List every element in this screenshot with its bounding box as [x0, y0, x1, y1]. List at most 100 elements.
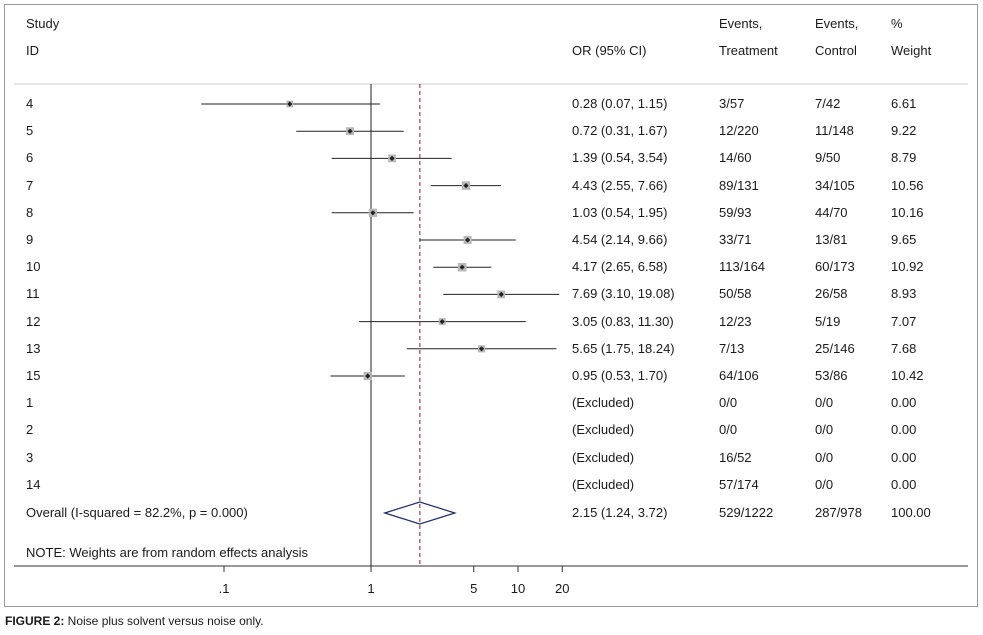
- caption-label: FIGURE 2:: [5, 614, 65, 628]
- row-events-treatment: 12/23: [719, 313, 752, 329]
- row-study-id: 10: [26, 259, 41, 275]
- row-events-treatment: 16/52: [719, 449, 752, 465]
- figure-frame: [4, 4, 978, 607]
- row-or-ci: 7.69 (3.10, 19.08): [572, 286, 675, 302]
- x-tick-label: .1: [219, 581, 230, 596]
- row-events-treatment: 0/0: [719, 422, 738, 438]
- row-weight: 8.93: [891, 286, 917, 302]
- row-or-ci: 0.95 (0.53, 1.70): [572, 368, 668, 383]
- x-tick-label: 10: [511, 581, 525, 596]
- caption-text: Noise plus solvent versus noise only.: [64, 614, 264, 628]
- row-or-ci: 3.05 (0.83, 11.30): [572, 313, 674, 329]
- row-study-id: 4: [26, 96, 34, 111]
- row-weight: 10.56: [891, 177, 924, 193]
- row-or-ci: (Excluded): [572, 449, 635, 465]
- row-weight: 8.79: [891, 150, 917, 166]
- row-events-control: 26/58: [815, 286, 848, 302]
- row-events-treatment: 59/93: [719, 204, 752, 220]
- row-events-treatment: 33/71: [719, 232, 752, 247]
- row-or-ci: 4.43 (2.55, 7.66): [572, 177, 668, 193]
- header-events-control-1: Events,: [815, 16, 859, 31]
- row-weight: 10.42: [891, 368, 924, 383]
- row-events-treatment: 3/57: [719, 96, 745, 111]
- overall-events-treatment: 529/1222: [719, 505, 774, 520]
- point-estimate: [459, 264, 465, 270]
- row-study-id: 15: [26, 368, 41, 383]
- row-events-control: 0/0: [815, 395, 834, 411]
- row-events-control: 60/173: [815, 259, 855, 275]
- overall-events-control: 287/978: [815, 505, 862, 520]
- row-weight: 9.22: [891, 123, 917, 139]
- row-study-id: 5: [26, 123, 34, 139]
- row-events-control: 9/50: [815, 150, 841, 166]
- row-study-id: 12: [26, 313, 41, 329]
- row-events-treatment: 113/164: [719, 259, 766, 275]
- point-estimate: [370, 210, 376, 216]
- point-estimate: [498, 291, 504, 297]
- row-weight: 0.00: [891, 395, 917, 411]
- row-events-control: 0/0: [815, 449, 834, 465]
- row-or-ci: 1.39 (0.54, 3.54): [572, 150, 668, 166]
- overall-label: Overall (I-squared = 82.2%, p = 0.000): [26, 505, 248, 520]
- row-events-control: 11/148: [815, 123, 854, 139]
- point-estimate: [439, 319, 445, 325]
- point-estimate: [365, 373, 371, 379]
- x-tick-label: 20: [555, 581, 569, 596]
- row-events-control: 25/146: [815, 340, 855, 356]
- point-estimate: [478, 346, 485, 352]
- point-estimate: [347, 128, 353, 134]
- row-events-control: 34/105: [815, 177, 855, 193]
- row-events-treatment: 12/220: [719, 123, 759, 139]
- row-weight: 9.65: [891, 232, 917, 247]
- row-events-control: 13/81: [815, 232, 848, 247]
- row-events-treatment: 0/0: [719, 395, 738, 411]
- weights-note: NOTE: Weights are from random effects an…: [26, 545, 309, 560]
- row-weight: 10.92: [891, 259, 924, 275]
- point-estimate: [463, 183, 469, 189]
- header-events-control-2: Control: [815, 43, 857, 58]
- header-or-ci: OR (95% CI): [572, 43, 647, 58]
- row-or-ci: 4.54 (2.14, 9.66): [572, 232, 668, 247]
- row-events-treatment: 14/60: [719, 150, 752, 166]
- row-events-control: 53/86: [815, 368, 848, 383]
- row-events-control: 0/0: [815, 476, 834, 492]
- row-events-control: 5/19: [815, 313, 841, 329]
- row-study-id: 9: [26, 232, 34, 247]
- row-events-treatment: 7/13: [719, 340, 745, 356]
- x-tick-label: 1: [367, 581, 374, 596]
- row-weight: 0.00: [891, 449, 917, 465]
- header-events-treatment-2: Treatment: [719, 43, 778, 58]
- row-or-ci: 0.28 (0.07, 1.15): [572, 96, 668, 111]
- row-weight: 10.16: [891, 204, 924, 220]
- row-or-ci: (Excluded): [572, 395, 635, 411]
- row-study-id: 8: [26, 204, 34, 220]
- row-events-treatment: 57/174: [719, 476, 759, 492]
- row-or-ci: 0.72 (0.31, 1.67): [572, 123, 668, 139]
- row-weight: 6.61: [891, 96, 917, 111]
- row-or-ci: 5.65 (1.75, 18.24): [572, 340, 675, 356]
- row-events-treatment: 50/58: [719, 286, 752, 302]
- row-weight: 0.00: [891, 422, 917, 438]
- row-or-ci: 4.17 (2.65, 6.58): [572, 259, 668, 275]
- figure-caption: FIGURE 2: Noise plus solvent versus nois…: [5, 614, 264, 628]
- row-or-ci: 1.03 (0.54, 1.95): [572, 204, 668, 220]
- point-estimate: [464, 237, 471, 243]
- row-events-treatment: 64/106: [719, 368, 759, 383]
- row-study-id: 14: [26, 476, 41, 492]
- row-study-id: 1: [26, 395, 34, 411]
- point-estimate: [287, 101, 293, 107]
- overall-ci: 2.15 (1.24, 3.72): [572, 505, 668, 520]
- header-id: ID: [26, 43, 39, 58]
- row-study-id: 11: [26, 286, 40, 302]
- row-study-id: 6: [26, 150, 34, 166]
- row-weight: 7.07: [891, 313, 917, 329]
- row-weight: 0.00: [891, 476, 917, 492]
- row-events-control: 0/0: [815, 422, 834, 438]
- row-events-control: 7/42: [815, 96, 841, 111]
- row-weight: 7.68: [891, 340, 917, 356]
- header-weight-1: %: [891, 16, 903, 31]
- row-study-id: 2: [26, 422, 34, 438]
- row-events-treatment: 89/131: [719, 177, 759, 193]
- overall-diamond: [382, 501, 457, 525]
- row-or-ci: (Excluded): [572, 422, 635, 438]
